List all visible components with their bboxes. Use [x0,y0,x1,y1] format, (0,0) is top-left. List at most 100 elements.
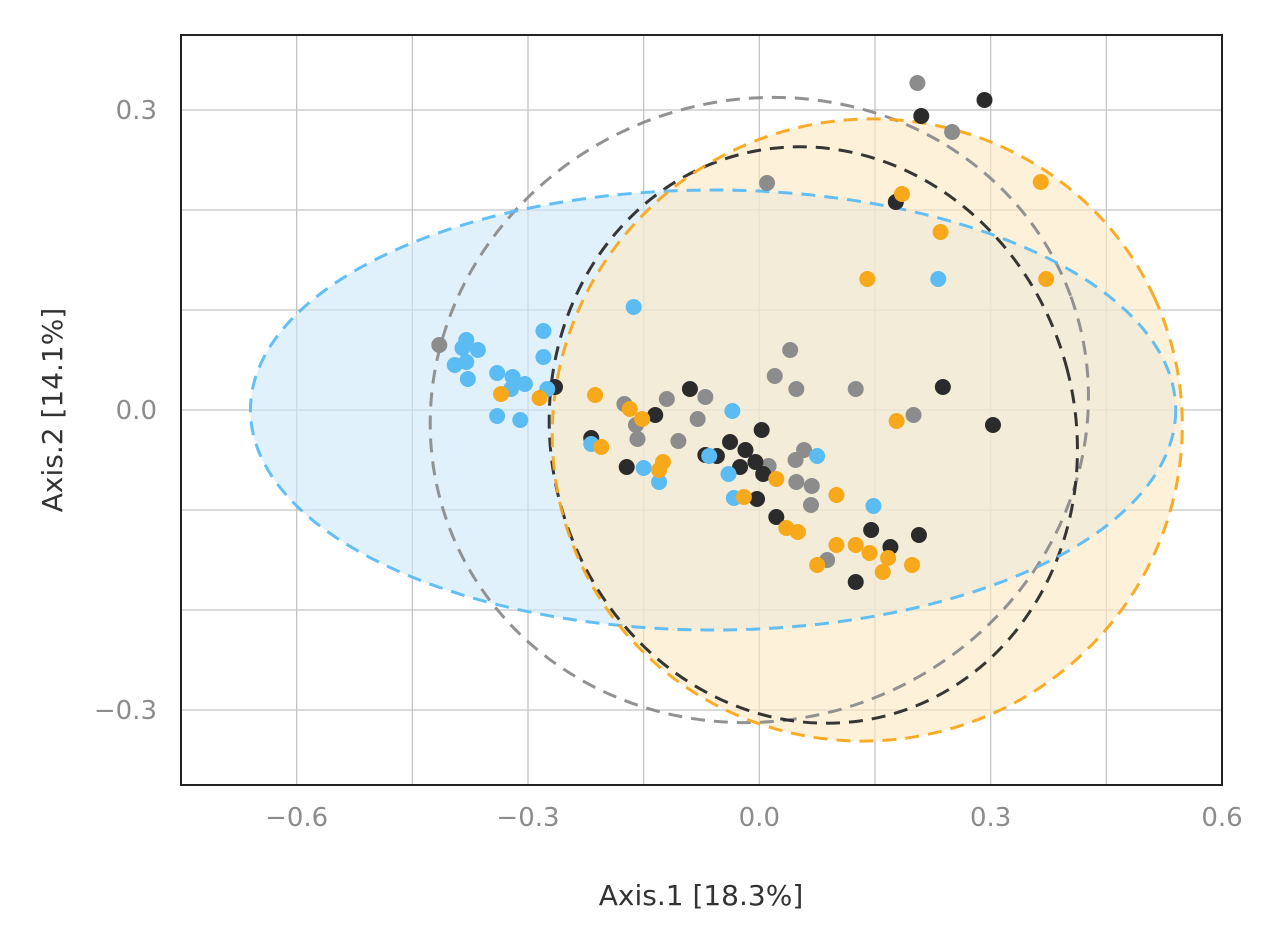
data-point [732,459,749,475]
data-point [670,433,687,449]
data-point [737,442,754,458]
data-point [634,411,651,427]
data-points [431,75,1055,590]
data-point [847,574,864,590]
data-point [909,75,926,91]
data-point [749,491,766,507]
data-point [930,271,947,287]
data-point [932,224,949,240]
data-point [944,124,961,140]
data-point [905,407,922,423]
data-point [789,524,806,540]
data-point [454,340,471,356]
data-point [863,522,880,538]
ellipse-outlines [248,95,1184,743]
data-point [766,368,783,384]
x-tick-label: −0.3 [496,803,559,833]
data-point [535,323,552,339]
data-point [753,422,770,438]
x-axis-title: Axis.1 [18.3%] [599,879,804,912]
data-point [755,466,772,482]
data-point [635,460,652,476]
data-point [493,386,510,402]
data-point [859,271,876,287]
data-point [459,371,476,387]
data-point [658,391,675,407]
data-point [788,381,805,397]
data-point [1032,174,1049,190]
x-tick-label: 0.0 [739,803,780,833]
data-point [888,413,905,429]
data-point [701,448,718,464]
confidence-ellipse-outline [248,188,1178,632]
confidence-ellipse-outline [550,117,1184,743]
data-point [893,186,910,202]
data-point [735,489,752,505]
data-point [516,376,533,392]
data-point [651,474,668,490]
data-point [874,564,891,580]
plot-panel-border [180,34,1223,786]
data-point [976,92,993,108]
data-point [768,509,785,525]
data-point [489,408,506,424]
data-point [865,498,882,514]
data-point [587,387,604,403]
data-point [861,545,878,561]
data-point [531,390,548,406]
x-tick-label: 0.6 [1201,803,1242,833]
y-tick-label: −0.3 [94,696,157,726]
y-tick-label: 0.0 [116,396,157,426]
data-point [629,431,646,447]
data-point [787,452,804,468]
x-tick-label: −0.6 [265,803,328,833]
data-point [847,537,864,553]
data-point [697,389,714,405]
data-point [828,487,845,503]
data-point [720,466,737,482]
data-point [504,369,521,385]
data-point [651,462,668,478]
data-point [934,379,951,395]
data-point [809,448,826,464]
data-point [625,299,642,315]
data-point [489,365,506,381]
data-point [809,557,826,573]
data-point [880,550,897,566]
data-point [747,454,764,470]
data-point [446,357,463,373]
confidence-ellipse-outline [428,95,1090,725]
data-point [647,407,664,423]
data-point [689,411,706,427]
data-point [910,527,927,543]
x-axis-ticks: −0.6 −0.3 0.0 0.3 0.6 [265,803,1243,833]
data-point [469,342,486,358]
y-axis-ticks: −0.3 0.0 0.3 [94,96,157,726]
data-point [847,381,864,397]
data-point [681,381,698,397]
x-tick-label: 0.3 [970,803,1011,833]
data-point [802,497,819,513]
data-point [1038,271,1055,287]
data-point [759,175,776,191]
data-point [803,478,820,494]
confidence-ellipse-outline [547,145,1079,725]
data-point [621,401,638,417]
data-point [828,537,845,553]
data-point [722,434,739,450]
data-point [724,403,741,419]
y-axis-title: Axis.2 [14.1%] [36,308,69,513]
data-point [984,417,1001,433]
data-point [913,108,930,124]
data-point [782,342,799,358]
y-tick-label: 0.3 [116,96,157,126]
data-point [768,471,785,487]
data-point [904,557,921,573]
data-point [593,439,610,455]
data-point [431,337,448,353]
data-point [618,459,635,475]
data-point [788,474,805,490]
data-point [535,349,552,365]
data-point [512,412,529,428]
